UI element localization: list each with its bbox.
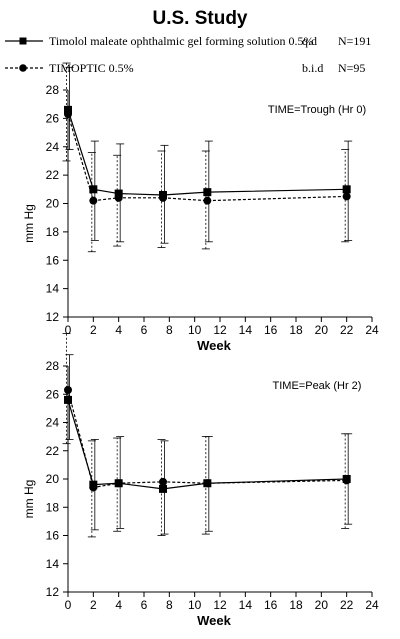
y-tick-label: 12 [46,585,60,599]
y-tick-label: 18 [46,225,60,239]
y-tick-label: 12 [46,310,60,324]
y-tick-label: 28 [46,359,60,373]
legend-dosing-gel: q.d [302,34,317,48]
y-tick-label: 26 [46,387,60,401]
series-line-timoptic [67,113,347,202]
legend-label-timoptic: TIMOPTIC 0.5% [49,61,134,75]
legend-n-timoptic: N=95 [338,61,365,75]
x-tick-label: 0 [65,598,72,612]
data-point-square [203,188,212,197]
time-annotation: TIME=Peak (Hr 2) [273,380,362,392]
data-point-circle [203,196,212,205]
series-line-gel [67,399,347,490]
y-tick-label: 22 [46,168,60,182]
x-tick-label: 24 [365,598,379,612]
x-tick-label: 8 [166,323,173,337]
data-point-circle [159,477,167,486]
data-point-circle [342,192,351,201]
x-tick-label: 2 [90,598,97,612]
x-tick-label: 4 [115,598,122,612]
x-tick-label: 10 [188,323,202,337]
x-tick-label: 4 [115,323,122,337]
x-axis-title: Week [197,338,231,353]
data-point-circle [64,386,72,395]
y-axis-title: mm Hg [22,480,36,519]
x-tick-label: 8 [166,598,173,612]
y-axis-title: mm Hg [22,204,36,243]
x-tick-label: 0 [65,323,72,337]
data-point-square [114,189,123,198]
x-tick-label: 16 [264,323,278,337]
y-tick-label: 24 [46,140,60,154]
x-tick-label: 12 [213,323,227,337]
time-annotation: TIME=Trough (Hr 0) [268,104,366,116]
legend-entry-gel: Timolol maleate ophthalmic gel forming s… [5,34,371,48]
data-point-square [64,395,72,404]
x-tick-label: 12 [213,598,227,612]
x-tick-label: 14 [239,598,253,612]
x-tick-label: 6 [141,598,148,612]
y-tick-label: 14 [46,282,60,296]
data-point-square [342,185,351,194]
y-tick-label: 28 [46,83,60,97]
x-tick-label: 2 [90,323,97,337]
legend-square-marker [19,37,27,45]
data-point-circle [159,193,167,202]
series-line-gel [67,109,347,196]
x-tick-label: 18 [289,323,303,337]
x-tick-label: 24 [365,323,379,337]
y-tick-label: 20 [46,197,60,211]
x-tick-label: 22 [340,598,354,612]
data-point-circle [203,479,212,488]
x-tick-label: 20 [315,323,329,337]
x-tick-label: 6 [141,323,148,337]
data-point-square [89,185,98,194]
x-tick-label: 16 [264,598,278,612]
x-tick-label: 14 [239,323,253,337]
y-tick-label: 18 [46,500,60,514]
x-tick-label: 20 [315,598,329,612]
data-point-circle [64,110,72,119]
data-point-square [159,484,167,493]
legend-entry-timoptic: TIMOPTIC 0.5% b.i.d N=95 [5,61,365,75]
legend-label-gel: Timolol maleate ophthalmic gel forming s… [49,34,314,48]
x-tick-label: 18 [289,598,303,612]
series-line-timoptic [67,389,347,489]
y-tick-label: 16 [46,253,60,267]
y-tick-label: 14 [46,557,60,571]
data-point-circle [89,196,98,205]
y-tick-label: 26 [46,111,60,125]
data-point-circle [114,479,123,488]
y-tick-label: 20 [46,472,60,486]
x-axis-title: Week [197,613,231,628]
data-point-circle [342,476,351,485]
legend: Timolol maleate ophthalmic gel forming s… [5,34,371,75]
data-point-circle [89,483,98,492]
x-tick-label: 22 [340,323,354,337]
x-tick-label: 10 [188,598,202,612]
chart-title: U.S. Study [152,8,247,29]
data-point-circle [114,193,123,202]
legend-circle-marker [19,64,27,72]
data-point-square [64,105,72,114]
y-tick-label: 16 [46,529,60,543]
legend-dosing-timoptic: b.i.d [302,61,323,75]
y-tick-label: 22 [46,444,60,458]
legend-n-gel: N=191 [338,34,371,48]
y-tick-label: 24 [46,416,60,430]
